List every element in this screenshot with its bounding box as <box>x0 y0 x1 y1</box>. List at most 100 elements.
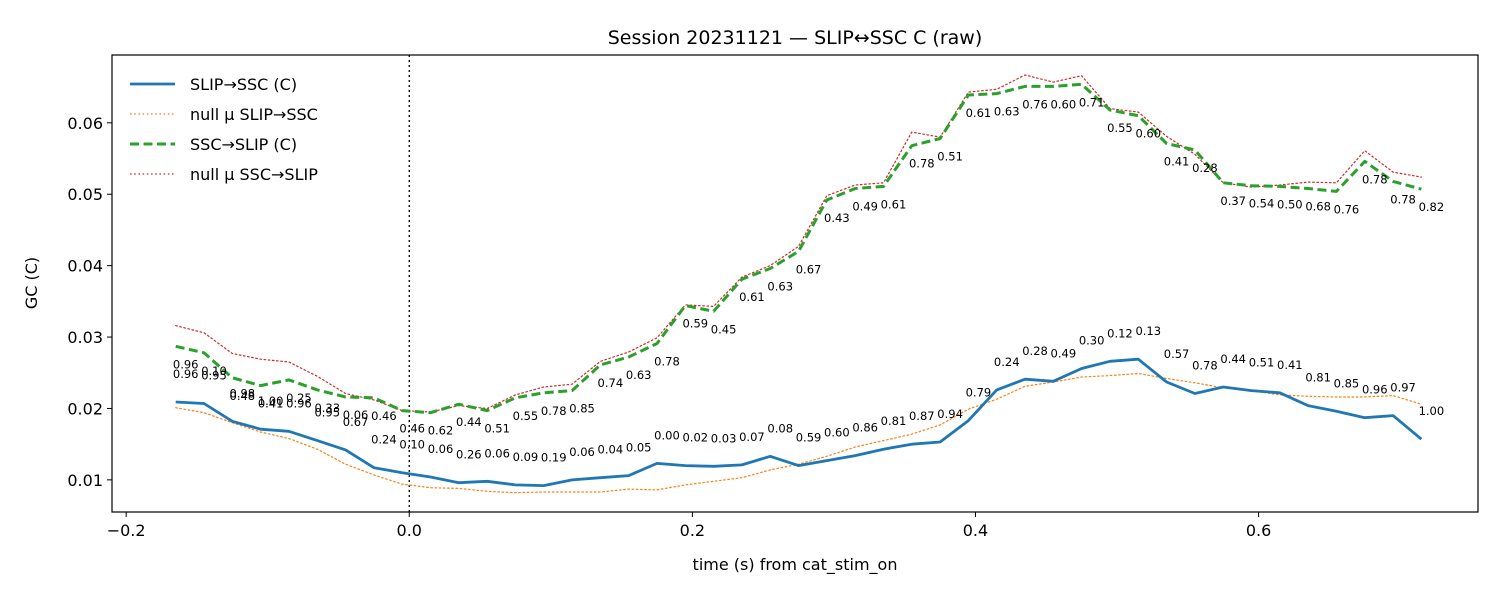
pvalue-label-ssc-slip: 0.63 <box>626 368 652 382</box>
pvalue-label-ssc-slip: 0.41 <box>258 397 284 411</box>
pvalue-label-ssc-slip: 0.10 <box>201 364 227 378</box>
y-tick-label: 0.01 <box>67 471 103 490</box>
pvalue-label-slip-ssc: 0.94 <box>937 407 963 421</box>
pvalue-label-ssc-slip: 0.85 <box>569 402 595 416</box>
pvalue-label-slip-ssc: 0.24 <box>371 433 397 447</box>
legend-label: SSC→SLIP (C) <box>190 135 297 154</box>
pvalue-label-slip-ssc: 0.41 <box>1277 358 1303 372</box>
pvalue-label-slip-ssc: 0.98 <box>230 386 256 400</box>
pvalue-label-ssc-slip: 0.28 <box>1192 161 1218 175</box>
pvalue-label-ssc-slip: 0.49 <box>852 200 878 214</box>
pvalue-label-slip-ssc: 0.57 <box>1164 347 1190 361</box>
pvalue-label-slip-ssc: 0.67 <box>343 415 369 429</box>
x-tick-label: 0.0 <box>397 521 422 540</box>
pvalue-label-ssc-slip: 0.78 <box>654 354 680 368</box>
pvalue-label-ssc-slip: 0.51 <box>484 422 510 436</box>
y-axis-label: GC (C) <box>22 257 41 309</box>
pvalue-label-slip-ssc: 0.30 <box>1079 333 1105 347</box>
pvalue-label-ssc-slip: 0.55 <box>513 409 539 423</box>
chart-legend: SLIP→SSC (C) null μ SLIP→SSC SSC→SLIP (C) n… <box>122 64 372 192</box>
plot-frame <box>111 54 1479 513</box>
pvalue-label-ssc-slip: 0.54 <box>1249 197 1275 211</box>
x-tick-label: 0.6 <box>1246 521 1271 540</box>
pvalue-label-ssc-slip: 0.62 <box>428 424 454 438</box>
pvalue-label-slip-ssc: 0.79 <box>966 386 992 400</box>
x-axis-ticks: −0.2 0.0 0.2 0.4 0.6 <box>107 512 1271 540</box>
legend-label: null μ SLIP→SSC <box>190 105 318 124</box>
pvalue-label-ssc-slip: 0.61 <box>881 197 907 211</box>
y-tick-label: 0.03 <box>67 328 103 347</box>
pvalue-label-slip-ssc: 0.87 <box>909 409 935 423</box>
pvalue-label-ssc-slip: 0.37 <box>1220 194 1246 208</box>
pvalue-label-slip-ssc: 1.00 <box>1419 404 1445 418</box>
pvalue-label-ssc-slip: 0.78 <box>541 404 567 418</box>
x-tick-label: 0.4 <box>963 521 988 540</box>
pvalue-label-slip-ssc: 0.09 <box>513 450 539 464</box>
pvalue-label-slip-ssc: 0.96 <box>286 396 312 410</box>
series-line-slip-ssc-c <box>175 357 1423 488</box>
pvalue-label-ssc-slip: 0.76 <box>1022 97 1048 111</box>
pvalue-label-ssc-slip: 0.45 <box>711 322 737 336</box>
pvalue-label-slip-ssc: 0.51 <box>1249 356 1275 370</box>
chart-title: Session 20231121 — SLIP↔SSC C (raw) <box>608 27 983 49</box>
pvalue-label-ssc-slip: 0.74 <box>598 376 624 390</box>
pvalue-label-slip-ssc: 0.00 <box>654 428 680 442</box>
pvalue-label-ssc-slip: 0.61 <box>966 106 992 120</box>
pvalue-label-ssc-slip: 0.61 <box>739 290 765 304</box>
pvalue-label-ssc-slip: 0.44 <box>456 415 482 429</box>
pvalue-label-ssc-slip: 0.46 <box>399 422 425 436</box>
pvalue-label-slip-ssc: 0.19 <box>541 451 567 465</box>
series-line-ssc-slip-c <box>175 82 1422 415</box>
pvalue-label-slip-ssc: 0.24 <box>994 355 1020 369</box>
pvalue-label-ssc-slip: 0.55 <box>1107 121 1133 135</box>
pvalue-label-ssc-slip: 0.43 <box>824 211 850 225</box>
pvalue-label-slip-ssc: 0.12 <box>1107 326 1133 340</box>
pvalue-label-slip-ssc: 0.10 <box>399 438 425 452</box>
pvalue-label-slip-ssc: 0.03 <box>711 431 737 445</box>
pvalue-label-ssc-slip: 0.50 <box>1277 197 1303 211</box>
pvalue-label-ssc-slip: 0.41 <box>1164 155 1190 169</box>
series-layer <box>175 74 1423 494</box>
pvalue-label-slip-ssc: 0.49 <box>1051 346 1077 360</box>
y-tick-label: 0.05 <box>67 185 103 204</box>
x-axis-label: time (s) from cat_stim_on <box>693 555 898 575</box>
pvalue-label-slip-ssc: 0.02 <box>682 431 708 445</box>
pvalue-label-slip-ssc: 0.95 <box>314 406 340 420</box>
pvalue-label-ssc-slip: 0.60 <box>1135 127 1161 141</box>
y-tick-label: 0.02 <box>67 399 103 418</box>
y-axis-ticks: 0.01 0.02 0.03 0.04 0.05 0.06 <box>67 114 112 490</box>
pvalue-label-ssc-slip: 0.33 <box>314 401 340 415</box>
pvalue-label-slip-ssc: 0.60 <box>824 426 850 440</box>
x-tick-label: 0.2 <box>680 521 705 540</box>
pvalue-label-ssc-slip: 0.51 <box>937 150 963 164</box>
pvalue-label-slip-ssc: 0.86 <box>852 421 878 435</box>
pvalue-label-ssc-slip: 0.67 <box>796 262 822 276</box>
pvalue-label-slip-ssc: 0.26 <box>456 448 482 462</box>
pvalue-label-slip-ssc: 0.08 <box>767 421 793 435</box>
y-tick-label: 0.06 <box>67 114 103 133</box>
pvalue-label-slip-ssc: 0.06 <box>569 445 595 459</box>
pvalue-label-slip-ssc: 0.05 <box>626 441 652 455</box>
pvalue-label-ssc-slip: 0.78 <box>909 157 935 171</box>
pvalue-label-slip-ssc: 0.06 <box>428 442 454 456</box>
pvalue-label-slip-ssc: 0.06 <box>484 446 510 460</box>
pvalue-label-ssc-slip: 0.06 <box>343 408 369 422</box>
pvalue-label-ssc-slip: 0.46 <box>371 409 397 423</box>
legend-label: SLIP→SSC (C) <box>190 75 297 94</box>
pvalue-label-ssc-slip: 0.63 <box>994 105 1020 119</box>
pvalue-label-slip-ssc: 1.00 <box>258 394 284 408</box>
pvalue-label-slip-ssc: 0.96 <box>1362 383 1388 397</box>
pvalue-label-ssc-slip: 0.76 <box>1334 202 1360 216</box>
pvalue-label-ssc-slip: 0.25 <box>286 391 312 405</box>
pvalue-label-slip-ssc: 0.81 <box>881 414 907 428</box>
pvalue-label-ssc-slip: 0.78 <box>1362 172 1388 186</box>
pvalue-label-slip-ssc: 0.96 <box>173 367 199 381</box>
legend-label: null μ SSC→SLIP <box>190 165 318 184</box>
pvalue-label-ssc-slip: 0.63 <box>767 280 793 294</box>
pvalue-label-ssc-slip: 0.82 <box>1419 200 1445 214</box>
x-tick-label: −0.2 <box>107 521 146 540</box>
pvalue-label-slip-ssc: 0.85 <box>1334 376 1360 390</box>
pvalue-label-ssc-slip: 0.96 <box>173 357 199 371</box>
pvalue-label-slip-ssc: 0.28 <box>1022 344 1048 358</box>
